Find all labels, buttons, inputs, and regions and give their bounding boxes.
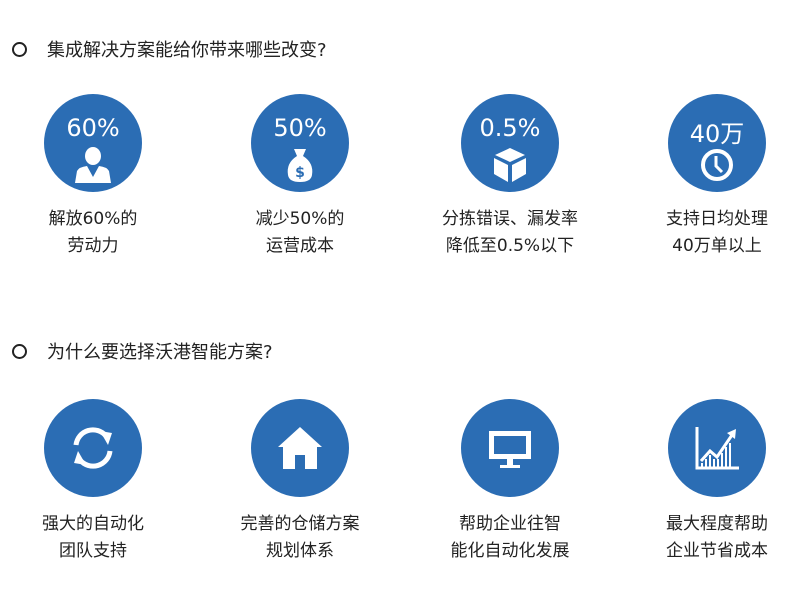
benefit-caption: 解放60%的 (48, 209, 138, 229)
section-heading-changes: 集成解决方案能给你带来哪些改变? (12, 36, 327, 62)
reason-caption: 帮助企业往智 (459, 514, 561, 534)
benefit-value: 40万 (689, 120, 745, 148)
reason-item: 最大程度帮助 企业节省成本 (617, 399, 800, 565)
section-heading-why: 为什么要选择沃港智能方案? (12, 338, 273, 364)
benefit-circle: 60% (44, 94, 142, 192)
reason-caption: 最大程度帮助 (666, 514, 768, 534)
reason-caption: 团队支持 (59, 541, 127, 561)
monitor-icon (489, 431, 531, 468)
benefit-item: 0.5% 分拣错误、漏发率 降低至0.5%以下 (410, 94, 610, 260)
circle-bullet-icon (12, 41, 27, 57)
box-icon (494, 148, 526, 182)
reason-circle (668, 399, 766, 497)
benefit-caption: 支持日均处理 (666, 209, 768, 229)
benefit-circle: 0.5% (461, 94, 559, 192)
section-title: 集成解决方案能给你带来哪些改变? (47, 40, 327, 61)
benefit-caption: 减少50%的 (255, 209, 345, 229)
benefit-item: 40万 支持日均处理 40万单以上 (617, 94, 800, 260)
reason-item: 帮助企业往智 能化自动化发展 (410, 399, 610, 565)
benefit-caption: 降低至0.5%以下 (445, 236, 575, 256)
reason-caption: 强大的自动化 (42, 514, 144, 534)
benefit-value: 50% (273, 114, 327, 142)
benefit-circle: 40万 (668, 94, 766, 192)
benefit-value: 60% (66, 114, 120, 142)
benefit-value: 0.5% (479, 114, 541, 142)
circle-bullet-icon (12, 343, 27, 359)
reason-circle (251, 399, 349, 497)
growth-chart-icon (695, 427, 739, 470)
benefit-caption: 40万单以上 (672, 236, 762, 256)
benefit-item: 60% 解放60%的 劳动力 (0, 94, 193, 260)
person-icon (75, 147, 111, 183)
reason-caption: 规划体系 (266, 541, 334, 561)
svg-text:$: $ (295, 165, 305, 181)
section-title: 为什么要选择沃港智能方案? (47, 342, 273, 363)
money-bag-icon: $ (287, 149, 313, 182)
reason-caption: 完善的仓储方案 (240, 514, 360, 534)
benefit-caption: 劳动力 (67, 236, 119, 256)
benefit-item: 50% $ 减少50%的 运营成本 (200, 94, 400, 260)
refresh-icon (73, 427, 113, 469)
benefit-circle: 50% $ (251, 94, 349, 192)
house-icon (278, 427, 322, 469)
reason-item: 完善的仓储方案 规划体系 (200, 399, 400, 565)
reason-circle (44, 399, 142, 497)
benefit-caption: 运营成本 (266, 236, 334, 256)
reason-circle (461, 399, 559, 497)
reason-caption: 企业节省成本 (666, 541, 768, 561)
reason-caption: 能化自动化发展 (450, 541, 570, 561)
benefit-caption: 分拣错误、漏发率 (442, 209, 578, 229)
clock-icon (701, 149, 733, 181)
reason-item: 强大的自动化 团队支持 (0, 399, 193, 565)
